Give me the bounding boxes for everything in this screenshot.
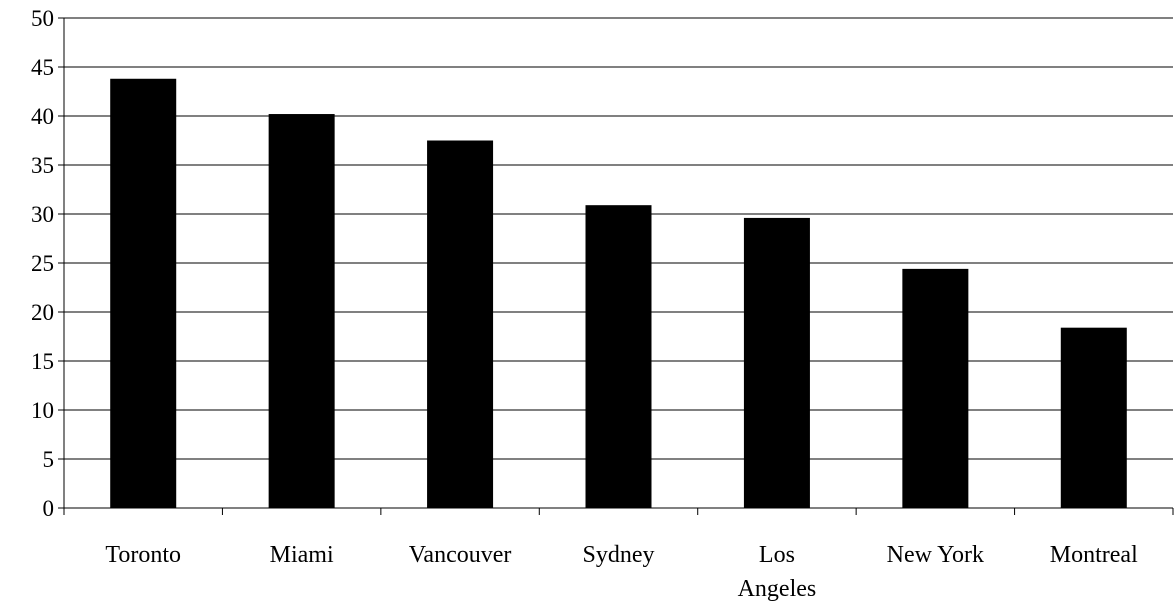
bar-sydney: [585, 205, 652, 508]
x-tick-label: Los Angeles: [738, 542, 817, 602]
y-tick-label: 25: [31, 251, 54, 276]
y-tick-label: 5: [43, 447, 55, 472]
x-tick-label: Toronto: [105, 542, 181, 568]
y-tick-label: 40: [31, 104, 54, 129]
y-tick-label: 15: [31, 349, 54, 374]
axis-labels: 0 5 10 15 20 25 30 35 40 45 50 Toronto Miami Vancouve…: [31, 6, 1138, 602]
y-tick-label: 30: [31, 202, 54, 227]
y-tick-label: 10: [31, 398, 54, 423]
bars: [110, 78, 1127, 509]
x-tick-label: Montreal: [1050, 542, 1138, 568]
axes: [58, 17, 1174, 515]
bar-new-york: [902, 268, 969, 508]
y-tick-label: 45: [31, 55, 54, 80]
y-tick-label: 35: [31, 153, 54, 178]
y-tick-label: 50: [31, 6, 54, 31]
x-tick-label: New York: [887, 542, 984, 568]
bar-vancouver: [427, 140, 494, 508]
x-tick-label: Vancouver: [409, 542, 512, 568]
bar-toronto: [110, 78, 177, 508]
y-tick-label: 20: [31, 300, 54, 325]
bar-montreal: [1060, 327, 1127, 508]
y-tick-label: 0: [43, 496, 55, 521]
x-tick-label: Miami: [270, 542, 334, 568]
x-tick-label: Sydney: [583, 542, 655, 568]
bar-los-angeles: [743, 217, 810, 509]
bar-miami: [268, 114, 335, 508]
